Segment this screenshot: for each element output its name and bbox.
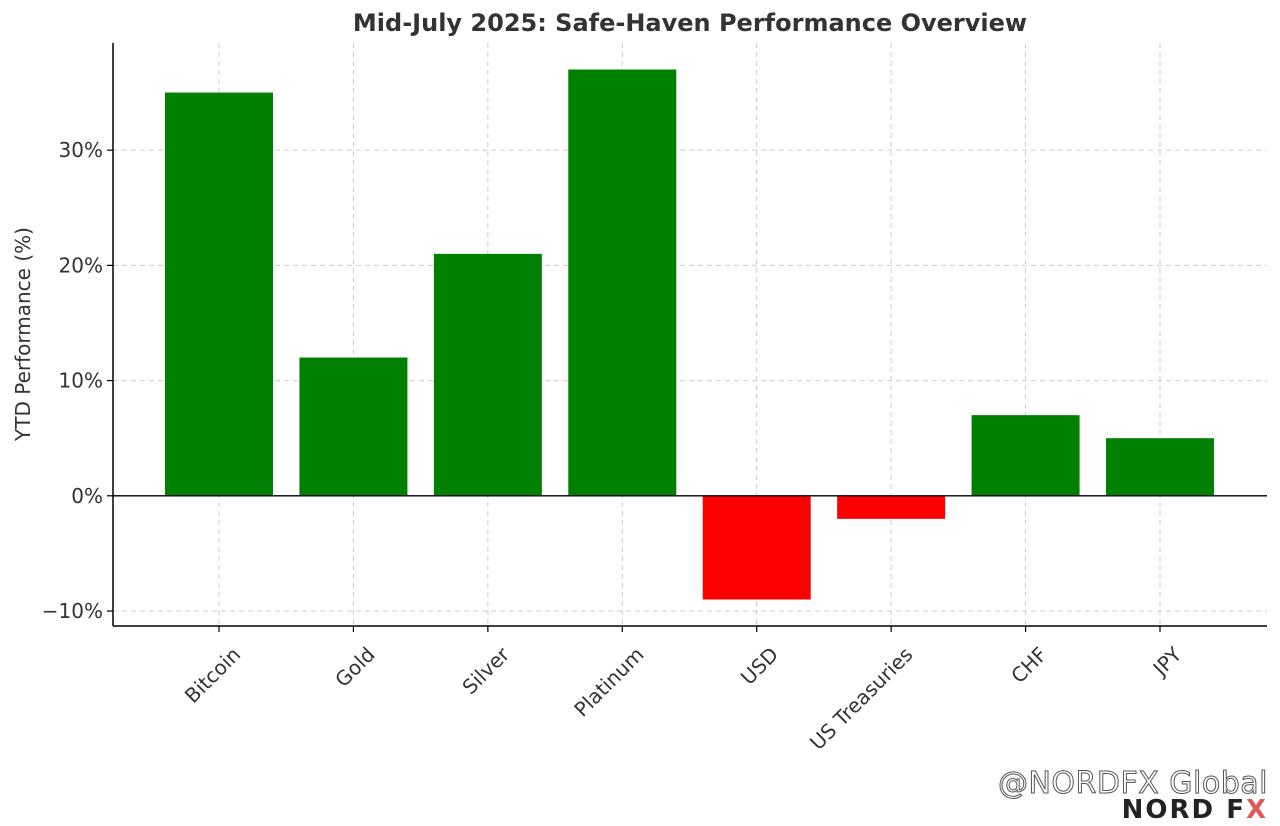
x-ticks: Bitcoin Gold Silver Platinum USD US Treasurie…: [180, 626, 1187, 755]
bar-bitcoin: [165, 92, 273, 496]
bar-silver: [433, 253, 542, 496]
chart-title: Mid-July 2025: Safe-Haven Performance Ov…: [353, 9, 1027, 37]
logo-main: NORD F: [1121, 795, 1246, 825]
x-tick-label: Bitcoin: [180, 642, 245, 707]
bar-jpy: [1106, 438, 1214, 496]
y-tick-label: 30%: [59, 138, 103, 162]
x-tick-label: US Treasuries: [805, 642, 917, 754]
y-axis-label: YTD Performance (%): [11, 227, 35, 442]
x-tick-label: Silver: [457, 642, 514, 699]
y-tick-label: 10%: [59, 369, 103, 393]
x-tick-label: USD: [736, 642, 783, 689]
x-tick-label: Gold: [330, 642, 379, 691]
watermark-logo: NORD FX: [998, 795, 1268, 825]
axes: [112, 43, 1267, 627]
y-tick-label: 20%: [59, 253, 103, 277]
bar-chf: [971, 415, 1080, 496]
watermark: @NORDFX Global NORD FX: [997, 766, 1268, 826]
y-ticks: −10% 0% 10% 20% 30%: [42, 138, 113, 623]
x-tick-label: Platinum: [569, 642, 648, 721]
bar-gold: [299, 357, 408, 496]
logo-accent: X: [1245, 795, 1268, 825]
grid: [113, 43, 1267, 626]
bar-platinum: [568, 69, 677, 496]
x-tick-label: JPY: [1147, 642, 1187, 682]
bars: [165, 69, 1214, 600]
bar-usd: [702, 495, 811, 600]
x-tick-label: CHF: [1006, 642, 1052, 688]
y-tick-label: −10%: [42, 599, 103, 623]
watermark-handle: @NORDFX Global: [997, 766, 1268, 802]
y-tick-label: 0%: [71, 484, 103, 508]
bar-us-treasuries: [837, 495, 946, 519]
